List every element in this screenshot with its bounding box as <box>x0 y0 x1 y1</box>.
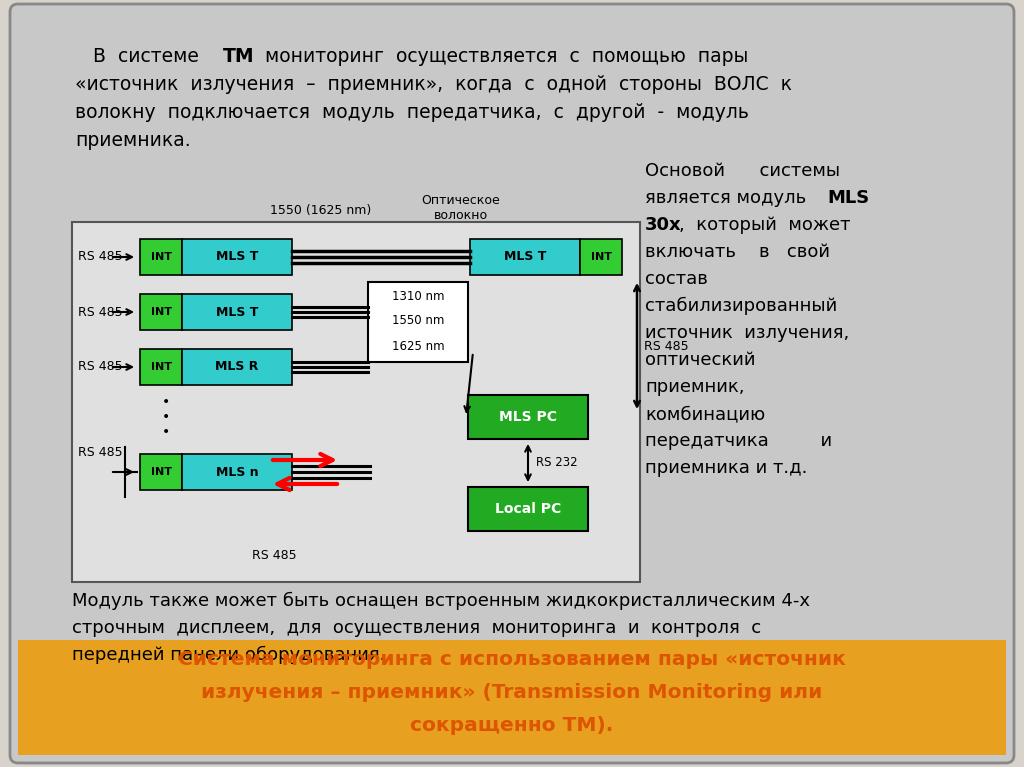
Text: INT: INT <box>151 362 171 372</box>
Text: 30x: 30x <box>645 216 682 234</box>
Text: Модуль также может быть оснащен встроенным жидкокристаллическим 4-х: Модуль также может быть оснащен встроенн… <box>72 592 810 611</box>
Text: Оптическое: Оптическое <box>422 194 501 207</box>
Text: строчным  дисплеем,  для  осуществления  мониторинга  и  контроля  с: строчным дисплеем, для осуществления мон… <box>72 619 761 637</box>
Text: включать    в   свой: включать в свой <box>645 243 830 261</box>
Text: оптический: оптический <box>645 351 756 369</box>
Text: MLS: MLS <box>827 189 869 207</box>
Text: RS 485: RS 485 <box>78 360 123 374</box>
Text: INT: INT <box>151 467 171 477</box>
Text: Система мониторинга с использованием пары «источник: Система мониторинга с использованием пар… <box>178 650 846 669</box>
Text: INT: INT <box>591 252 611 262</box>
Bar <box>182 239 292 275</box>
Text: RS 485: RS 485 <box>252 549 297 562</box>
Text: излучения – приемник» (Transmission Monitoring или: излучения – приемник» (Transmission Moni… <box>202 683 822 702</box>
Text: 1310 nm: 1310 nm <box>392 289 444 302</box>
Text: стабилизированный: стабилизированный <box>645 297 838 315</box>
Text: состав: состав <box>645 270 708 288</box>
Text: RS 485: RS 485 <box>78 305 123 318</box>
Text: INT: INT <box>151 252 171 262</box>
Text: RS 485: RS 485 <box>78 251 123 264</box>
Text: является модуль: является модуль <box>645 189 812 207</box>
Text: «источник  излучения  –  приемник»,  когда  с  одной  стороны  ВОЛС  к: «источник излучения – приемник», когда с… <box>75 75 792 94</box>
Bar <box>182 349 292 385</box>
Text: RS 485: RS 485 <box>644 340 688 353</box>
Text: MLS T: MLS T <box>216 305 258 318</box>
Text: •: • <box>162 395 170 409</box>
Text: приемника.: приемника. <box>75 131 190 150</box>
Text: 1550 nm: 1550 nm <box>392 314 444 328</box>
Bar <box>182 294 292 330</box>
Bar <box>580 239 622 275</box>
FancyBboxPatch shape <box>10 4 1014 763</box>
Bar <box>468 487 588 531</box>
Text: Local PC: Local PC <box>495 502 561 516</box>
Text: MLS R: MLS R <box>215 360 259 374</box>
Text: приемник,: приемник, <box>645 378 744 396</box>
Text: ТМ: ТМ <box>223 47 255 66</box>
Text: •: • <box>162 425 170 439</box>
Text: сокращенно ТМ).: сокращенно ТМ). <box>411 716 613 735</box>
Text: приемника и т.д.: приемника и т.д. <box>645 459 807 477</box>
Bar <box>470 239 580 275</box>
Text: INT: INT <box>151 307 171 317</box>
Bar <box>140 349 182 385</box>
Text: 1550 (1625 nm): 1550 (1625 nm) <box>270 204 372 217</box>
Bar <box>468 395 588 439</box>
Bar <box>368 282 468 362</box>
Bar <box>140 294 182 330</box>
Bar <box>18 640 1006 755</box>
Text: •: • <box>162 410 170 424</box>
Text: передатчика         и: передатчика и <box>645 432 833 450</box>
Text: ,  который  может: , который может <box>679 216 851 234</box>
Text: MLS n: MLS n <box>216 466 258 479</box>
Text: MLS T: MLS T <box>216 251 258 264</box>
Text: волокну  подключается  модуль  передатчика,  с  другой  -  модуль: волокну подключается модуль передатчика,… <box>75 103 749 122</box>
Text: мониторинг  осуществляется  с  помощью  пары: мониторинг осуществляется с помощью пары <box>253 47 749 66</box>
Bar <box>140 239 182 275</box>
Text: комбинацию: комбинацию <box>645 405 765 423</box>
Text: В  системе: В системе <box>75 47 211 66</box>
Text: источник  излучения,: источник излучения, <box>645 324 849 342</box>
Bar <box>140 454 182 490</box>
Text: передней панели оборудования.: передней панели оборудования. <box>72 646 385 664</box>
Bar <box>182 454 292 490</box>
Text: RS 232: RS 232 <box>536 456 578 469</box>
Text: Основой      системы: Основой системы <box>645 162 840 180</box>
Text: RS 485: RS 485 <box>78 446 123 459</box>
Text: волокно: волокно <box>434 209 488 222</box>
Text: 1625 nm: 1625 nm <box>392 340 444 353</box>
Text: MLS PC: MLS PC <box>499 410 557 424</box>
Bar <box>72 222 640 582</box>
Text: MLS T: MLS T <box>504 251 546 264</box>
